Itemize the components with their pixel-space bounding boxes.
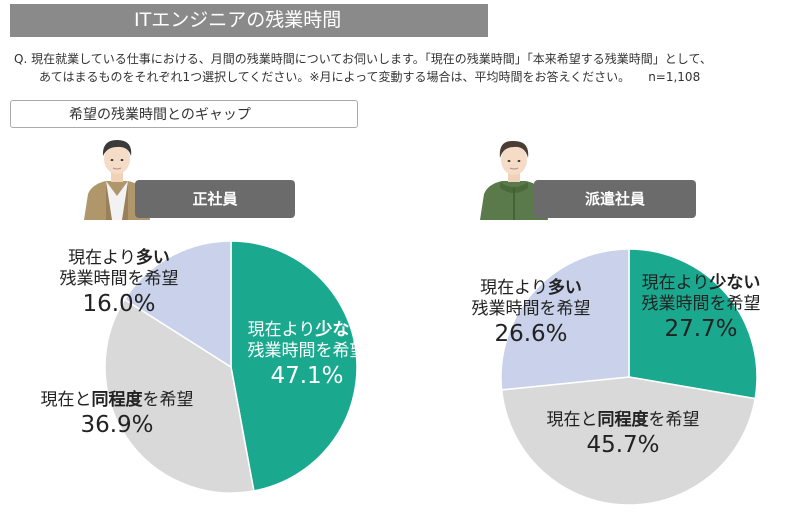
slice-label-more: 現在より多い 残業時間を希望 16.0% — [44, 248, 194, 318]
slice-less — [628, 248, 758, 400]
slice-same — [500, 376, 757, 506]
chart-title-haken: 派遣社員 — [534, 180, 696, 218]
value-label: 26.6% — [494, 321, 568, 347]
section-subtitle: 希望の残業時間とのギャップ — [10, 100, 358, 128]
slice-more — [123, 240, 232, 369]
page-title: ITエンジニアの残業時間 — [10, 4, 488, 37]
slice-label-less: 現在より少ない 残業時間を希望 27.7% — [626, 273, 776, 343]
value-label: 45.7% — [586, 432, 660, 458]
slice-label-same: 現在と同程度を希望 36.9% — [4, 390, 230, 439]
value-label: 16.0% — [82, 291, 156, 317]
man-in-jacket-icon — [480, 140, 548, 220]
pie-chart-haken — [500, 248, 758, 506]
question-line-2: あてはまるものをそれぞれ1つ選択してください。※月によって変動する場合は、平均時… — [39, 68, 700, 85]
sample-size: n=1,108 — [648, 70, 701, 84]
value-label: 47.1% — [270, 363, 344, 389]
chart-title-seishain: 正社員 — [135, 180, 295, 218]
man-in-suit-icon — [84, 140, 150, 220]
slice-same — [104, 298, 255, 494]
question-text: あてはまるものをそれぞれ1つ選択してください。※月によって変動する場合は、平均時… — [39, 70, 631, 84]
value-label: 27.7% — [664, 316, 738, 342]
slice-label-more: 現在より多い 残業時間を希望 26.6% — [450, 278, 612, 348]
slice-label-less: 現在より少ない 残業時間を希望 47.1% — [236, 320, 378, 390]
slice-label-same: 現在と同程度を希望 45.7% — [523, 410, 723, 459]
slice-less — [230, 240, 358, 492]
value-label: 36.9% — [80, 412, 154, 438]
pie-chart-seishain — [104, 240, 358, 494]
question-line-1: Q. 現在就業している仕事における、月間の残業時間についてお伺いします。「現在の… — [14, 52, 712, 66]
slice-more — [500, 248, 630, 391]
